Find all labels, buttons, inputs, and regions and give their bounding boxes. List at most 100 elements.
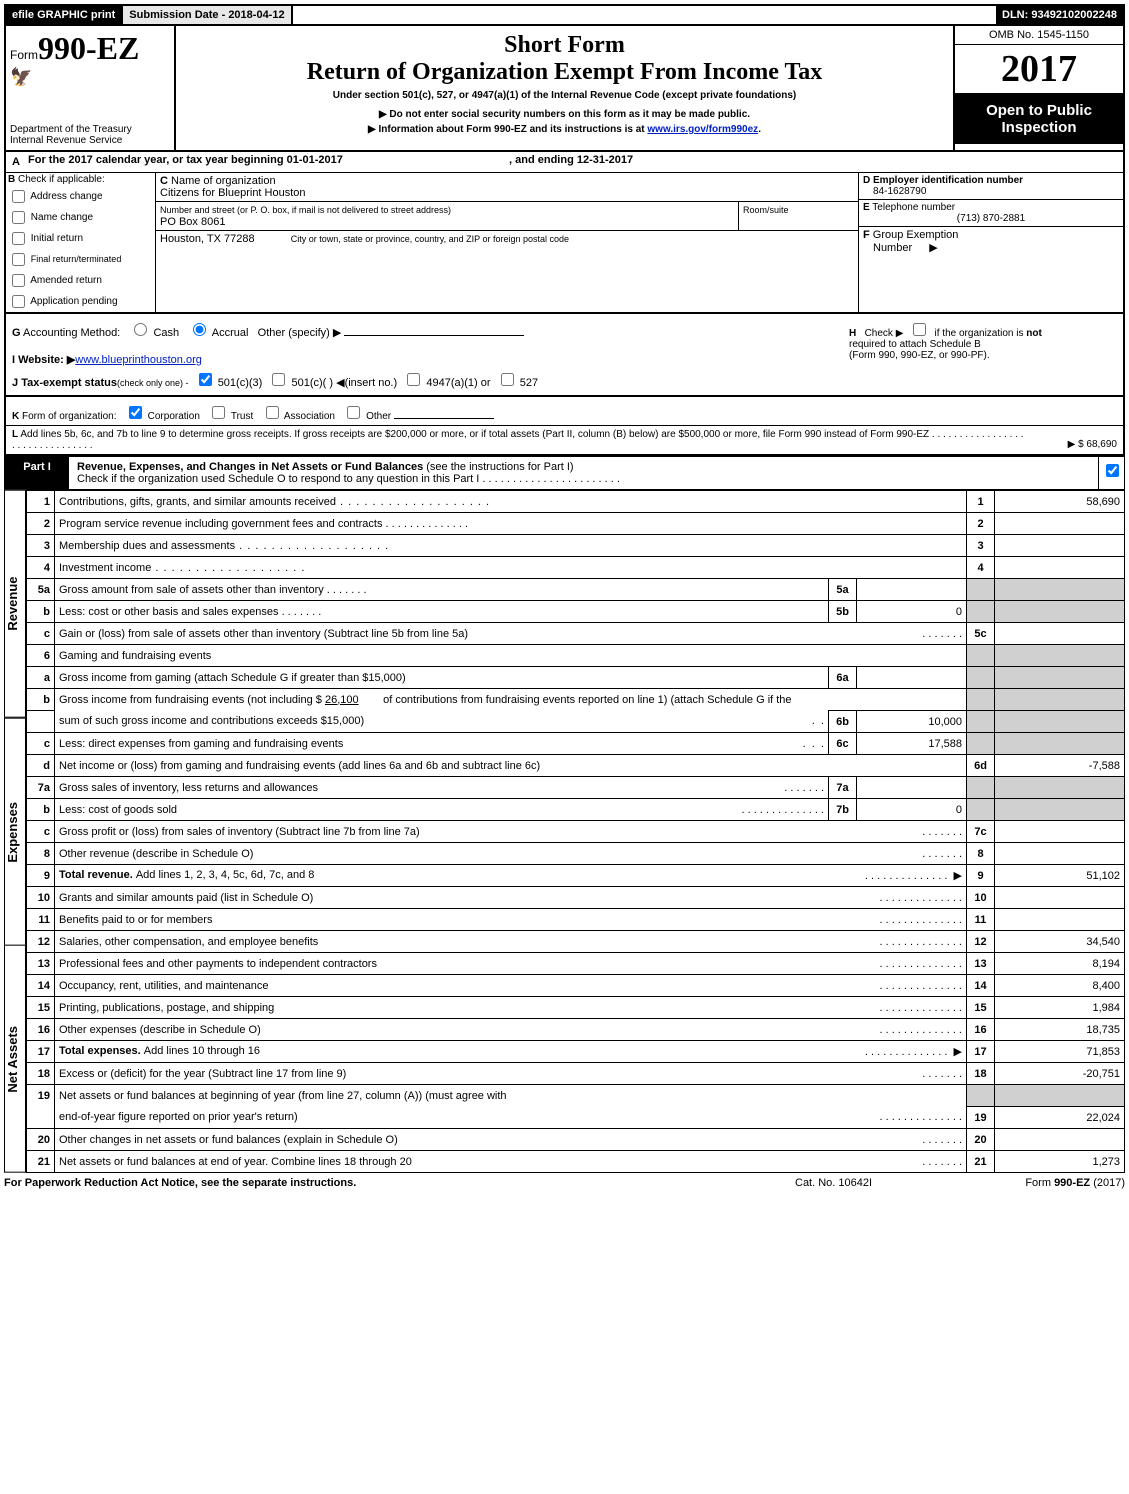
top-bar: efile GRAPHIC print Submission Date - 20…	[4, 4, 1125, 26]
chk-label-5: Application pending	[30, 296, 117, 307]
table-row: c Less: direct expenses from gaming and …	[27, 733, 1125, 755]
chk-label-4: Amended return	[30, 275, 102, 286]
entity-info-block: A For the 2017 calendar year, or tax yea…	[4, 152, 1125, 314]
table-row: 3 Membership dues and assessments 3	[27, 535, 1125, 557]
table-row: 14 Occupancy, rent, utilities, and maint…	[27, 975, 1125, 997]
chk-label-3: Final return/terminated	[31, 254, 122, 264]
efile-button[interactable]: efile GRAPHIC print	[4, 4, 123, 26]
opt-other: Other (specify) ▶	[258, 327, 342, 339]
table-row: 10 Grants and similar amounts paid (list…	[27, 887, 1125, 909]
website-link[interactable]: www.blueprinthouston.org	[75, 354, 202, 366]
line-l-amount: $ 68,690	[1078, 439, 1117, 450]
table-row: 16 Other expenses (describe in Schedule …	[27, 1019, 1125, 1041]
group-exemption-label: Group Exemption	[873, 229, 959, 241]
chk-initial-return[interactable]	[12, 232, 25, 245]
h-text4: (Form 990, 990-EZ, or 990-PF).	[849, 350, 990, 361]
info-prefix: ▶ Information about Form 990-EZ and its …	[368, 124, 647, 135]
table-row: c Gross profit or (loss) from sales of i…	[27, 821, 1125, 843]
table-row: c Gain or (loss) from sale of assets oth…	[27, 623, 1125, 645]
short-form-title: Short Form	[182, 32, 947, 59]
org-name-box: C Name of organization Citizens for Blue…	[156, 173, 858, 202]
header-right-block: OMB No. 1545-1150 2017 Open to Public In…	[953, 26, 1123, 150]
irs-link[interactable]: www.irs.gov/form990ez	[647, 124, 758, 135]
opt-501c: 501(c)( ) ◀(insert no.)	[292, 377, 398, 389]
part-i-header: Part I Revenue, Expenses, and Changes in…	[4, 456, 1125, 490]
form-of-org-label: Form of organization:	[22, 411, 117, 422]
cell-n: 1	[27, 491, 55, 513]
group-exemption-arrow: ▶	[915, 242, 937, 254]
form-header: Form990-EZ 🦅 Department of the Treasury …	[4, 26, 1125, 152]
table-row: 4 Investment income 4	[27, 557, 1125, 579]
website-label: Website: ▶	[18, 354, 75, 366]
radio-cash[interactable]	[134, 323, 147, 336]
table-row: 6 Gaming and fundraising events	[27, 645, 1125, 667]
h-not: not	[1026, 328, 1042, 339]
form-ref-post: (2017)	[1090, 1177, 1125, 1189]
chk-501c[interactable]	[272, 373, 285, 386]
ein-value: 84-1628790	[863, 186, 926, 197]
financial-table: 1 Contributions, gifts, grants, and simi…	[26, 490, 1125, 1173]
h-text2: if the organization is	[935, 328, 1027, 339]
check-if-applicable: B Check if applicable: Address change Na…	[6, 173, 156, 312]
table-row: end-of-year figure reported on prior yea…	[27, 1107, 1125, 1129]
table-row: 1 Contributions, gifts, grants, and simi…	[27, 491, 1125, 513]
dln-box: DLN: 93492102002248	[996, 4, 1125, 26]
table-row: 11 Benefits paid to or for members 11	[27, 909, 1125, 931]
chk-trust[interactable]	[212, 406, 225, 419]
chk-application-pending[interactable]	[12, 295, 25, 308]
table-row: 12 Salaries, other compensation, and emp…	[27, 931, 1125, 953]
chk-association[interactable]	[266, 406, 279, 419]
tax-year-mid: , and ending	[509, 154, 577, 166]
form-ref: Form 990-EZ (2017)	[955, 1177, 1125, 1189]
info-suffix: .	[758, 124, 761, 135]
table-row: b Less: cost of goods sold 7b 0	[27, 799, 1125, 821]
letter-b: B	[8, 174, 15, 185]
chk-amended-return[interactable]	[12, 274, 25, 287]
letter-e: E	[863, 202, 870, 213]
form-title-block: Short Form Return of Organization Exempt…	[176, 26, 953, 150]
netassets-sidetab: Net Assets	[4, 945, 26, 1173]
opt-trust: Trust	[231, 411, 253, 422]
efile-label: efile GRAPHIC print	[12, 9, 115, 21]
h-check-arrow: Check ▶	[865, 328, 904, 339]
opt-corp: Corporation	[148, 411, 200, 422]
section-subtitle: Under section 501(c), 527, or 4947(a)(1)…	[182, 90, 947, 101]
info-line: ▶ Information about Form 990-EZ and its …	[182, 124, 947, 135]
gross-receipts-line: L Add lines 5b, 6c, and 7b to line 9 to …	[4, 426, 1125, 456]
chk-schedule-o-part1[interactable]	[1106, 464, 1119, 477]
chk-corporation[interactable]	[129, 406, 142, 419]
street-value: PO Box 8061	[160, 216, 225, 228]
right-info-column: D Employer identification number 84-1628…	[858, 173, 1123, 312]
chk-final-return[interactable]	[12, 253, 25, 266]
part-i-title: Revenue, Expenses, and Changes in Net As…	[69, 457, 1098, 489]
chk-4947[interactable]	[407, 373, 420, 386]
radio-accrual[interactable]	[193, 323, 206, 336]
tax-year-pre: For the 2017 calendar year, or tax year …	[28, 154, 287, 166]
chk-label-1: Name change	[31, 212, 93, 223]
letter-a: A	[10, 154, 28, 170]
chk-527[interactable]	[501, 373, 514, 386]
chk-label-0: Address change	[30, 191, 102, 202]
ssn-warning: ▶ Do not enter social security numbers o…	[182, 109, 947, 120]
form-prefix: Form	[10, 48, 38, 62]
tax-year: 2017	[955, 45, 1123, 94]
part-i-checkline: Check if the organization used Schedule …	[77, 473, 620, 485]
room-label: Room/suite	[743, 205, 789, 215]
opt-4947: 4947(a)(1) or	[426, 377, 490, 389]
table-row: 19 Net assets or fund balances at beginn…	[27, 1085, 1125, 1107]
chk-name-change[interactable]	[12, 211, 25, 224]
line-l-arrow: ▶	[1068, 439, 1076, 450]
accounting-label: Accounting Method:	[23, 327, 120, 339]
chk-address-change[interactable]	[12, 190, 25, 203]
chk-other-org[interactable]	[347, 406, 360, 419]
form-id-block: Form990-EZ 🦅 Department of the Treasury …	[6, 26, 176, 150]
letter-k: K	[12, 411, 19, 422]
form-ref-pre: Form	[1025, 1177, 1054, 1189]
ein-label: Employer identification number	[873, 175, 1023, 186]
return-title: Return of Organization Exempt From Incom…	[182, 59, 947, 86]
chk-schedule-b[interactable]	[913, 323, 926, 336]
paperwork-notice: For Paperwork Reduction Act Notice, see …	[4, 1177, 795, 1189]
chk-501c3[interactable]	[199, 373, 212, 386]
city-label: City or town, state or province, country…	[291, 234, 569, 244]
org-name-value: Citizens for Blueprint Houston	[160, 187, 306, 199]
